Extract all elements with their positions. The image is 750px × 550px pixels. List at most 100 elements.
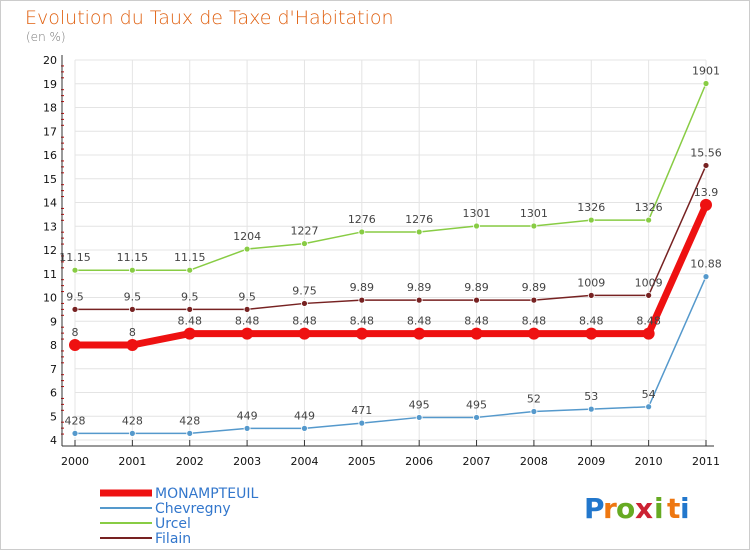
data-label-monampteuil-2008: 8.48 (522, 315, 547, 328)
x-tick-label-2009: 2009 (577, 455, 605, 468)
x-tick-label-2010: 2010 (635, 455, 663, 468)
data-label-filain-2002: 9.5 (181, 290, 199, 303)
logo-letter: i (654, 492, 664, 525)
series-line-filain (75, 165, 707, 311)
point-monampteuil-2003 (241, 327, 254, 340)
data-label-urcel-2004: 1227 (290, 225, 318, 238)
point-urcel-2006 (415, 228, 423, 236)
series-line-monampteuil (75, 203, 710, 349)
point-chevregny-2000 (71, 429, 79, 437)
point-urcel-2007 (473, 222, 480, 230)
point-chevregny-2005 (358, 419, 366, 427)
point-monampteuil-2009 (585, 327, 598, 340)
legend-label-filain: Filain (155, 531, 191, 547)
point-monampteuil-2008 (527, 327, 540, 340)
data-label-chevregny-2002: 428 (179, 414, 200, 427)
point-filain-2006 (415, 296, 423, 304)
data-label-filain-2009: 1009 (577, 276, 605, 289)
axis-layer: 4 5 6 7 8 9 10 11 12 13 14 15 16 17 18 19 20 2000 2001 2002… (43, 54, 720, 468)
data-label-chevregny-2009: 53 (584, 390, 598, 403)
y-tick-label-18: 18 (43, 102, 57, 115)
point-monampteuil-2002 (183, 327, 196, 340)
point-chevregny-2009 (587, 405, 595, 413)
series-line-urcel (75, 83, 707, 271)
x-tick-label-2007: 2007 (463, 455, 491, 468)
point-chevregny-2010 (645, 403, 653, 411)
data-label-chevregny-2008: 52 (527, 393, 541, 406)
legend-label-urcel: Urcel (155, 516, 191, 532)
x-tick-label-2008: 2008 (520, 455, 548, 468)
data-label-filain-2010: 1009 (635, 276, 663, 289)
point-filain-2010 (645, 291, 653, 299)
point-monampteuil-2000 (69, 339, 81, 351)
x-tick-label-2002: 2002 (176, 455, 204, 468)
data-label-filain-2000: 9.5 (66, 290, 84, 303)
point-monampteuil-2006 (413, 327, 426, 340)
point-urcel-2002 (186, 266, 194, 274)
logo-letter: r (603, 492, 617, 525)
y-tick-label-12: 12 (43, 244, 57, 257)
data-label-chevregny-2004: 449 (294, 409, 315, 422)
point-monampteuil-2001 (126, 339, 139, 351)
point-chevregny-2011 (702, 273, 710, 281)
series-layer (69, 80, 712, 437)
point-urcel-2001 (128, 266, 136, 274)
data-label-urcel-2006: 1276 (405, 213, 433, 226)
data-label-urcel-2001: 11.15 (117, 251, 149, 264)
x-tick-label-2011: 2011 (692, 455, 720, 468)
data-label-urcel-2009: 1326 (577, 201, 605, 214)
point-chevregny-2002 (186, 429, 194, 437)
point-monampteuil-2007 (470, 327, 483, 340)
data-label-filain-2008: 9.89 (522, 281, 547, 294)
point-urcel-2005 (358, 228, 366, 236)
data-label-monampteuil-2006: 8.48 (407, 315, 432, 328)
chart-title: Evolution du Taux de Taxe d'Habitation (25, 7, 394, 29)
data-label-urcel-2002: 11.15 (174, 251, 206, 264)
data-label-monampteuil-2004: 8.48 (292, 315, 317, 328)
point-chevregny-2004 (301, 424, 308, 432)
data-label-filain-2007: 9.89 (464, 281, 489, 294)
data-label-filain-2004: 9.75 (292, 284, 317, 297)
point-urcel-2000 (71, 266, 79, 274)
data-label-chevregny-2011: 10.88 (690, 258, 722, 271)
point-filain-2001 (128, 305, 136, 313)
y-tick-label-10: 10 (43, 292, 57, 305)
y-tick-label-11: 11 (43, 268, 57, 281)
y-tick-label-9: 9 (50, 315, 57, 328)
data-label-filain-2003: 9.5 (238, 290, 256, 303)
data-label-monampteuil-2001: 8 (129, 326, 136, 339)
logo-letter: t (667, 492, 680, 525)
point-filain-2000 (71, 305, 79, 313)
point-urcel-2003 (243, 245, 251, 253)
point-monampteuil-2004 (298, 327, 311, 340)
data-label-monampteuil-2000: 8 (72, 326, 79, 339)
point-filain-2007 (473, 296, 480, 304)
y-tick-label-13: 13 (43, 220, 57, 233)
data-label-chevregny-2000: 428 (65, 414, 86, 427)
y-tick-label-6: 6 (50, 387, 57, 400)
chart-subtitle: (en %) (26, 30, 66, 44)
proxiti-logo: Pr o x i t i (584, 492, 690, 525)
series-line-chevregny (75, 276, 707, 435)
legend-label-chevregny: Chevregny (155, 501, 231, 517)
point-chevregny-2008 (530, 408, 538, 415)
y-tick-label-16: 16 (43, 149, 57, 162)
point-chevregny-2003 (243, 424, 251, 432)
data-label-layer: 11.15 11.15 11.15 1204 1227 1276 1276 1301 1301 1… (59, 65, 722, 428)
data-label-monampteuil-2009: 8.48 (579, 315, 604, 328)
point-filain-2009 (587, 291, 595, 299)
y-tick-label-8: 8 (50, 339, 57, 352)
point-filain-2003 (243, 305, 251, 313)
x-tick-label-2000: 2000 (61, 455, 89, 468)
y-tick-label-17: 17 (43, 125, 57, 138)
data-label-monampteuil-2007: 8.48 (464, 315, 489, 328)
point-filain-2008 (530, 296, 538, 304)
point-urcel-2010 (645, 216, 653, 224)
data-label-chevregny-2001: 428 (122, 414, 143, 427)
data-label-filain-2005: 9.89 (350, 281, 375, 294)
data-label-chevregny-2010: 54 (642, 388, 656, 401)
